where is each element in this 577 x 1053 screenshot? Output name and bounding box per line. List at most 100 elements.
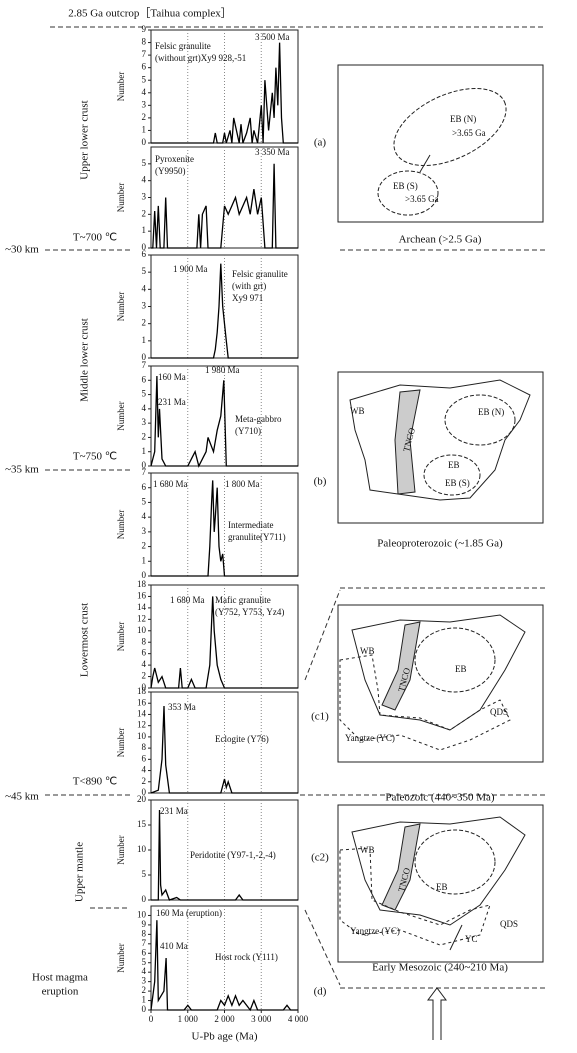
block-outline — [393, 87, 507, 167]
annotation: Xy9 971 — [232, 293, 263, 303]
y-tick-label: 5 — [142, 266, 147, 276]
tnco-belt — [394, 389, 421, 495]
y-axis-label: Number — [116, 835, 126, 865]
y-tick-label: 3 — [142, 192, 147, 202]
y-axis-label: Number — [116, 292, 126, 322]
y-tick-label: 2 — [142, 776, 147, 786]
y-axis-label: Number — [116, 943, 126, 973]
annotation: Peridotite (Y97-1,-2,-4) — [190, 850, 276, 860]
y-tick-label: 0 — [142, 787, 147, 797]
y-axis-label: Number — [116, 728, 126, 758]
y-tick-label: 10 — [137, 625, 147, 635]
y-tick-label: 7 — [142, 938, 147, 948]
y-tick-label: 3 — [142, 99, 147, 109]
map-caption: Paleozoic (440~350 Ma) — [385, 792, 495, 804]
zone-label: Middle lower crust — [79, 318, 91, 402]
y-tick-label: 5 — [142, 869, 147, 879]
y-tick-label: 6 — [142, 947, 147, 957]
map-caption: Early Mesozoic (240~210 Ma) — [372, 962, 508, 974]
block-outline — [414, 829, 496, 895]
y-tick-label: 14 — [137, 602, 147, 612]
map-frame — [337, 371, 544, 524]
tnco-belt — [381, 621, 421, 711]
y-axis-label: Number — [116, 401, 126, 431]
map-label: EB (S) — [445, 478, 470, 488]
y-tick-label: 0 — [142, 460, 147, 470]
annotation: 160 Ma (eruption) — [156, 908, 222, 918]
y-tick-label: 6 — [142, 482, 147, 492]
map-label: WB — [350, 406, 365, 416]
map-label: EB — [448, 460, 460, 470]
age-spectrum — [150, 375, 298, 468]
age-spectrum — [150, 705, 298, 794]
y-tick-label: 6 — [142, 62, 147, 72]
annotation: 353 Ma — [168, 702, 196, 712]
y-tick-label: 0 — [142, 894, 147, 904]
depth-label: T~750 ℃ — [73, 451, 117, 463]
panel-label: (a) — [314, 137, 327, 149]
zone-label: eruption — [42, 986, 79, 998]
map-caption: Paleoproterozoic (~1.85 Ga) — [377, 538, 503, 550]
y-tick-label: 5 — [142, 158, 147, 168]
y-tick-label: 2 — [142, 431, 147, 441]
y-tick-label: 14 — [137, 709, 147, 719]
y-tick-label: 0 — [142, 137, 147, 147]
y-tick-label: 4 — [142, 511, 147, 521]
depth-label: ~35 km — [5, 464, 39, 476]
annotation: 3 350 Ma — [255, 147, 290, 157]
y-tick-label: 7 — [142, 360, 147, 370]
y-axis-label: Number — [116, 183, 126, 213]
y-tick-label: 10 — [137, 731, 147, 741]
annotation: 1 900 Ma — [173, 264, 208, 274]
map-label: >3.65 Ga — [452, 128, 486, 138]
panel-label: (c1) — [311, 711, 329, 723]
y-tick-label: 6 — [142, 753, 147, 763]
x-tick-label: 3 000 — [251, 1014, 272, 1024]
annotation: Eclogite (Y76) — [215, 734, 269, 744]
y-tick-label: 2 — [142, 541, 147, 551]
y-tick-label: 2 — [142, 671, 147, 681]
age-spectrum — [151, 480, 298, 577]
yangtze-block — [339, 654, 511, 751]
annotation: 231 Ma — [160, 806, 188, 816]
block-outline — [444, 394, 516, 446]
y-tick-label: 0 — [142, 682, 147, 692]
y-tick-label: 5 — [142, 389, 147, 399]
annotation: Felsic granulite — [232, 269, 288, 279]
y-tick-label: 8 — [142, 928, 147, 938]
age-spectrum — [151, 809, 298, 901]
y-tick-label: 20 — [137, 794, 147, 804]
panel-label: (c2) — [311, 852, 329, 864]
age-spectrum — [150, 920, 298, 1012]
y-tick-label: 15 — [137, 819, 147, 829]
y-tick-label: 18 — [137, 686, 147, 696]
map-label: Yangtze (YC) — [345, 733, 395, 743]
y-tick-label: 4 — [142, 403, 147, 413]
annotation: (Y710) — [235, 426, 261, 436]
map-label: EB (S) — [393, 181, 418, 191]
y-tick-label: 8 — [142, 742, 147, 752]
age-spectrum — [151, 42, 298, 144]
y-tick-label: 1 — [142, 225, 147, 235]
y-tick-label: 10 — [137, 844, 147, 854]
map-label: Yangtze (YC) — [350, 926, 400, 936]
zone-label: Upper mantle — [74, 842, 86, 902]
y-tick-label: 18 — [137, 579, 147, 589]
annotation: Intermediate — [228, 520, 273, 530]
zone-label: Upper lower crust — [79, 100, 91, 179]
y-tick-label: 10 — [137, 910, 147, 920]
zone-label: Lowermost crust — [79, 603, 91, 677]
y-tick-label: 16 — [137, 697, 147, 707]
y-tick-label: 6 — [142, 648, 147, 658]
y-tick-label: 2 — [142, 985, 147, 995]
y-tick-label: 1 — [142, 446, 147, 456]
annotation: Meta-gabbro — [235, 414, 282, 424]
y-tick-label: 2 — [142, 318, 147, 328]
y-tick-label: 3 — [142, 526, 147, 536]
y-tick-label: 0 — [142, 1004, 147, 1014]
block-outline — [414, 627, 496, 693]
map-label: WB — [360, 646, 375, 656]
divider — [304, 589, 341, 681]
y-tick-label: 7 — [142, 49, 147, 59]
y-tick-label: 0 — [142, 570, 147, 580]
